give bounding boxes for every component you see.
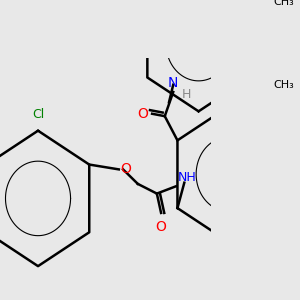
Text: CH₃: CH₃	[273, 0, 294, 8]
Text: O: O	[156, 220, 167, 234]
Text: O: O	[120, 162, 131, 176]
Text: H: H	[182, 88, 191, 101]
Text: O: O	[137, 107, 148, 121]
Text: Cl: Cl	[32, 108, 44, 121]
Text: CH₃: CH₃	[273, 80, 294, 90]
Text: NH: NH	[178, 171, 197, 184]
Text: N: N	[168, 76, 178, 90]
